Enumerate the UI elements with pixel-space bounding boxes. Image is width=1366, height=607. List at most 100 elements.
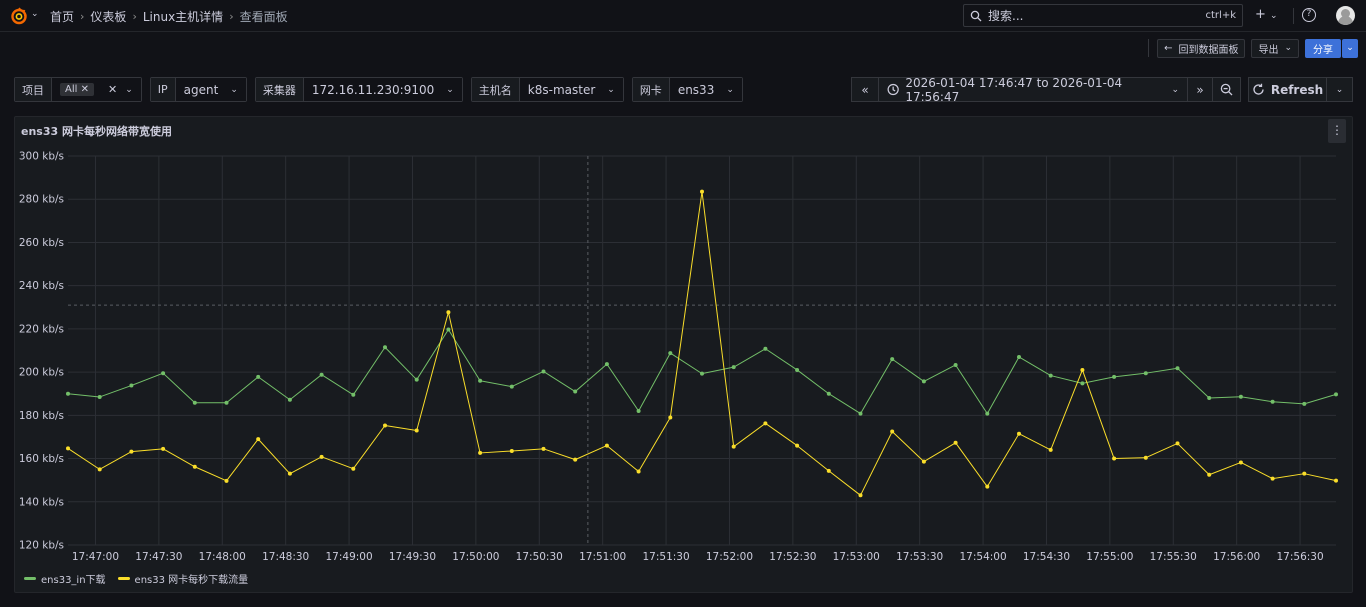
y-tick-label: 280 kb/s bbox=[19, 194, 64, 206]
data-point bbox=[604, 362, 609, 367]
data-point bbox=[478, 378, 483, 383]
legend-item-in[interactable]: ens33_in下载 bbox=[24, 571, 106, 586]
chevron-down-icon[interactable]: ⌄ bbox=[125, 84, 133, 95]
data-point bbox=[731, 365, 736, 370]
refresh-interval-button[interactable]: ⌄ bbox=[1327, 77, 1353, 102]
legend-swatch bbox=[117, 577, 130, 580]
breadcrumb-dashboards[interactable]: 仪表板 bbox=[90, 10, 127, 24]
data-point bbox=[351, 466, 356, 471]
variable-ip[interactable]: IP agent ⌄ bbox=[149, 77, 247, 102]
variable-hostname[interactable]: 主机名 k8s-master ⌄ bbox=[470, 77, 624, 102]
x-tick-label: 17:50:30 bbox=[516, 551, 563, 563]
x-tick-label: 17:56:30 bbox=[1276, 551, 1323, 563]
back-to-dashboard-button[interactable]: ← 回到数据面板 bbox=[1157, 38, 1246, 58]
x-tick-label: 17:52:00 bbox=[706, 551, 753, 563]
variable-value: 172.16.11.230:9100 bbox=[311, 82, 435, 97]
variable-value: ens33 bbox=[677, 82, 715, 97]
data-point bbox=[1080, 367, 1085, 372]
x-tick-label: 17:52:30 bbox=[769, 551, 816, 563]
chart-panel: ens33 网卡每秒网络带宽使用 ⋮ bbox=[14, 116, 1353, 593]
data-point bbox=[287, 471, 292, 476]
data-point bbox=[478, 450, 483, 455]
series-line-1 bbox=[67, 191, 1337, 496]
data-point bbox=[858, 411, 863, 416]
share-dropdown-button[interactable]: ⌄ bbox=[1342, 38, 1358, 58]
breadcrumb-home[interactable]: 首页 bbox=[50, 10, 75, 24]
breadcrumb-dashboard[interactable]: Linux主机详情 bbox=[142, 10, 224, 24]
x-tick-label: 17:49:00 bbox=[325, 551, 372, 563]
data-point bbox=[256, 374, 261, 379]
time-back-button[interactable]: « bbox=[851, 77, 879, 102]
data-point bbox=[383, 345, 387, 350]
share-button[interactable]: 分享 bbox=[1305, 38, 1341, 58]
zoom-out-button[interactable] bbox=[1213, 77, 1241, 102]
time-range-button[interactable]: 2026-01-04 17:46:47 to 2026-01-04 17:56:… bbox=[879, 76, 1188, 104]
data-point bbox=[700, 371, 704, 376]
bandwidth-chart[interactable]: 120 kb/s 140 kb/s 160 kb/s 180 kb/s 200 kb/s… bbox=[14, 116, 1353, 593]
refresh-button[interactable]: Refresh bbox=[1248, 77, 1327, 102]
data-point bbox=[763, 346, 768, 351]
data-point bbox=[573, 389, 578, 394]
zoom-out-icon bbox=[1220, 83, 1233, 96]
back-label: 回到数据面板 bbox=[1178, 44, 1239, 56]
clock-icon bbox=[887, 83, 899, 96]
x-tick-label: 17:47:30 bbox=[135, 551, 182, 563]
x-tick-label: 17:53:30 bbox=[896, 551, 943, 563]
search-icon bbox=[970, 10, 982, 21]
legend-item-out[interactable]: ens33 网卡每秒下载流量 bbox=[117, 571, 248, 586]
double-chevron-left-icon: « bbox=[861, 82, 869, 97]
data-point bbox=[668, 415, 673, 420]
data-point bbox=[224, 400, 229, 405]
data-point bbox=[1207, 472, 1212, 477]
chevron-down-icon: ⌄ bbox=[230, 84, 238, 95]
add-new-button[interactable]: + ⌄ bbox=[1255, 7, 1278, 22]
x-tick-label: 17:54:30 bbox=[1023, 551, 1070, 563]
data-point bbox=[668, 351, 673, 356]
help-icon[interactable]: ? bbox=[1302, 8, 1316, 22]
data-point bbox=[573, 457, 578, 462]
data-point bbox=[1080, 381, 1085, 386]
chip-close-icon[interactable]: ✕ bbox=[80, 84, 89, 95]
chevron-down-icon: ⌄ bbox=[1171, 84, 1179, 95]
grafana-logo-icon[interactable] bbox=[9, 6, 29, 26]
logo-chevron-down-icon[interactable]: ⌄ bbox=[31, 9, 39, 19]
data-point bbox=[383, 423, 387, 428]
data-point bbox=[763, 421, 768, 426]
export-button[interactable]: 导出 ⌄ bbox=[1251, 38, 1299, 58]
x-tick-label: 17:47:00 bbox=[72, 551, 119, 563]
data-point bbox=[1048, 447, 1053, 452]
breadcrumb-chevron-icon: › bbox=[80, 10, 85, 23]
data-point bbox=[1175, 366, 1180, 371]
data-point bbox=[700, 189, 704, 194]
data-point bbox=[129, 449, 134, 454]
variable-nic[interactable]: 网卡 ens33 ⌄ bbox=[631, 77, 743, 102]
x-tick-label: 17:56:00 bbox=[1213, 551, 1260, 563]
data-point bbox=[1175, 441, 1180, 446]
data-point bbox=[97, 467, 102, 472]
clear-icon[interactable]: ✕ bbox=[107, 83, 118, 96]
data-point bbox=[1302, 471, 1307, 476]
data-point bbox=[1334, 478, 1338, 483]
avatar[interactable] bbox=[1336, 6, 1355, 25]
data-point bbox=[66, 391, 70, 396]
variable-label: 采集器 bbox=[255, 78, 304, 101]
share-label: 分享 bbox=[1313, 44, 1333, 56]
selected-chip[interactable]: All ✕ bbox=[60, 83, 94, 96]
search-shortcut: ctrl+k bbox=[1205, 10, 1236, 21]
x-tick-label: 17:53:00 bbox=[833, 551, 880, 563]
data-point bbox=[129, 383, 134, 388]
panel-menu-icon[interactable]: ⋮ bbox=[1328, 119, 1346, 143]
y-tick-label: 240 kb/s bbox=[19, 280, 64, 292]
arrow-left-icon: ← bbox=[1164, 42, 1173, 54]
variable-collector[interactable]: 采集器 172.16.11.230:9100 ⌄ bbox=[254, 77, 463, 102]
x-tick-label: 17:51:00 bbox=[579, 551, 626, 563]
variable-label: 主机名 bbox=[471, 78, 520, 101]
time-forward-button[interactable]: » bbox=[1188, 77, 1213, 102]
data-point bbox=[953, 362, 958, 367]
panel-title: ens33 网卡每秒网络带宽使用 bbox=[21, 125, 172, 138]
data-point bbox=[890, 357, 895, 362]
search-input[interactable]: 搜索... ctrl+k bbox=[963, 4, 1243, 27]
data-point bbox=[826, 391, 831, 396]
data-point bbox=[414, 428, 419, 433]
variable-project[interactable]: 项目 All ✕ ✕ ⌄ bbox=[14, 77, 142, 102]
